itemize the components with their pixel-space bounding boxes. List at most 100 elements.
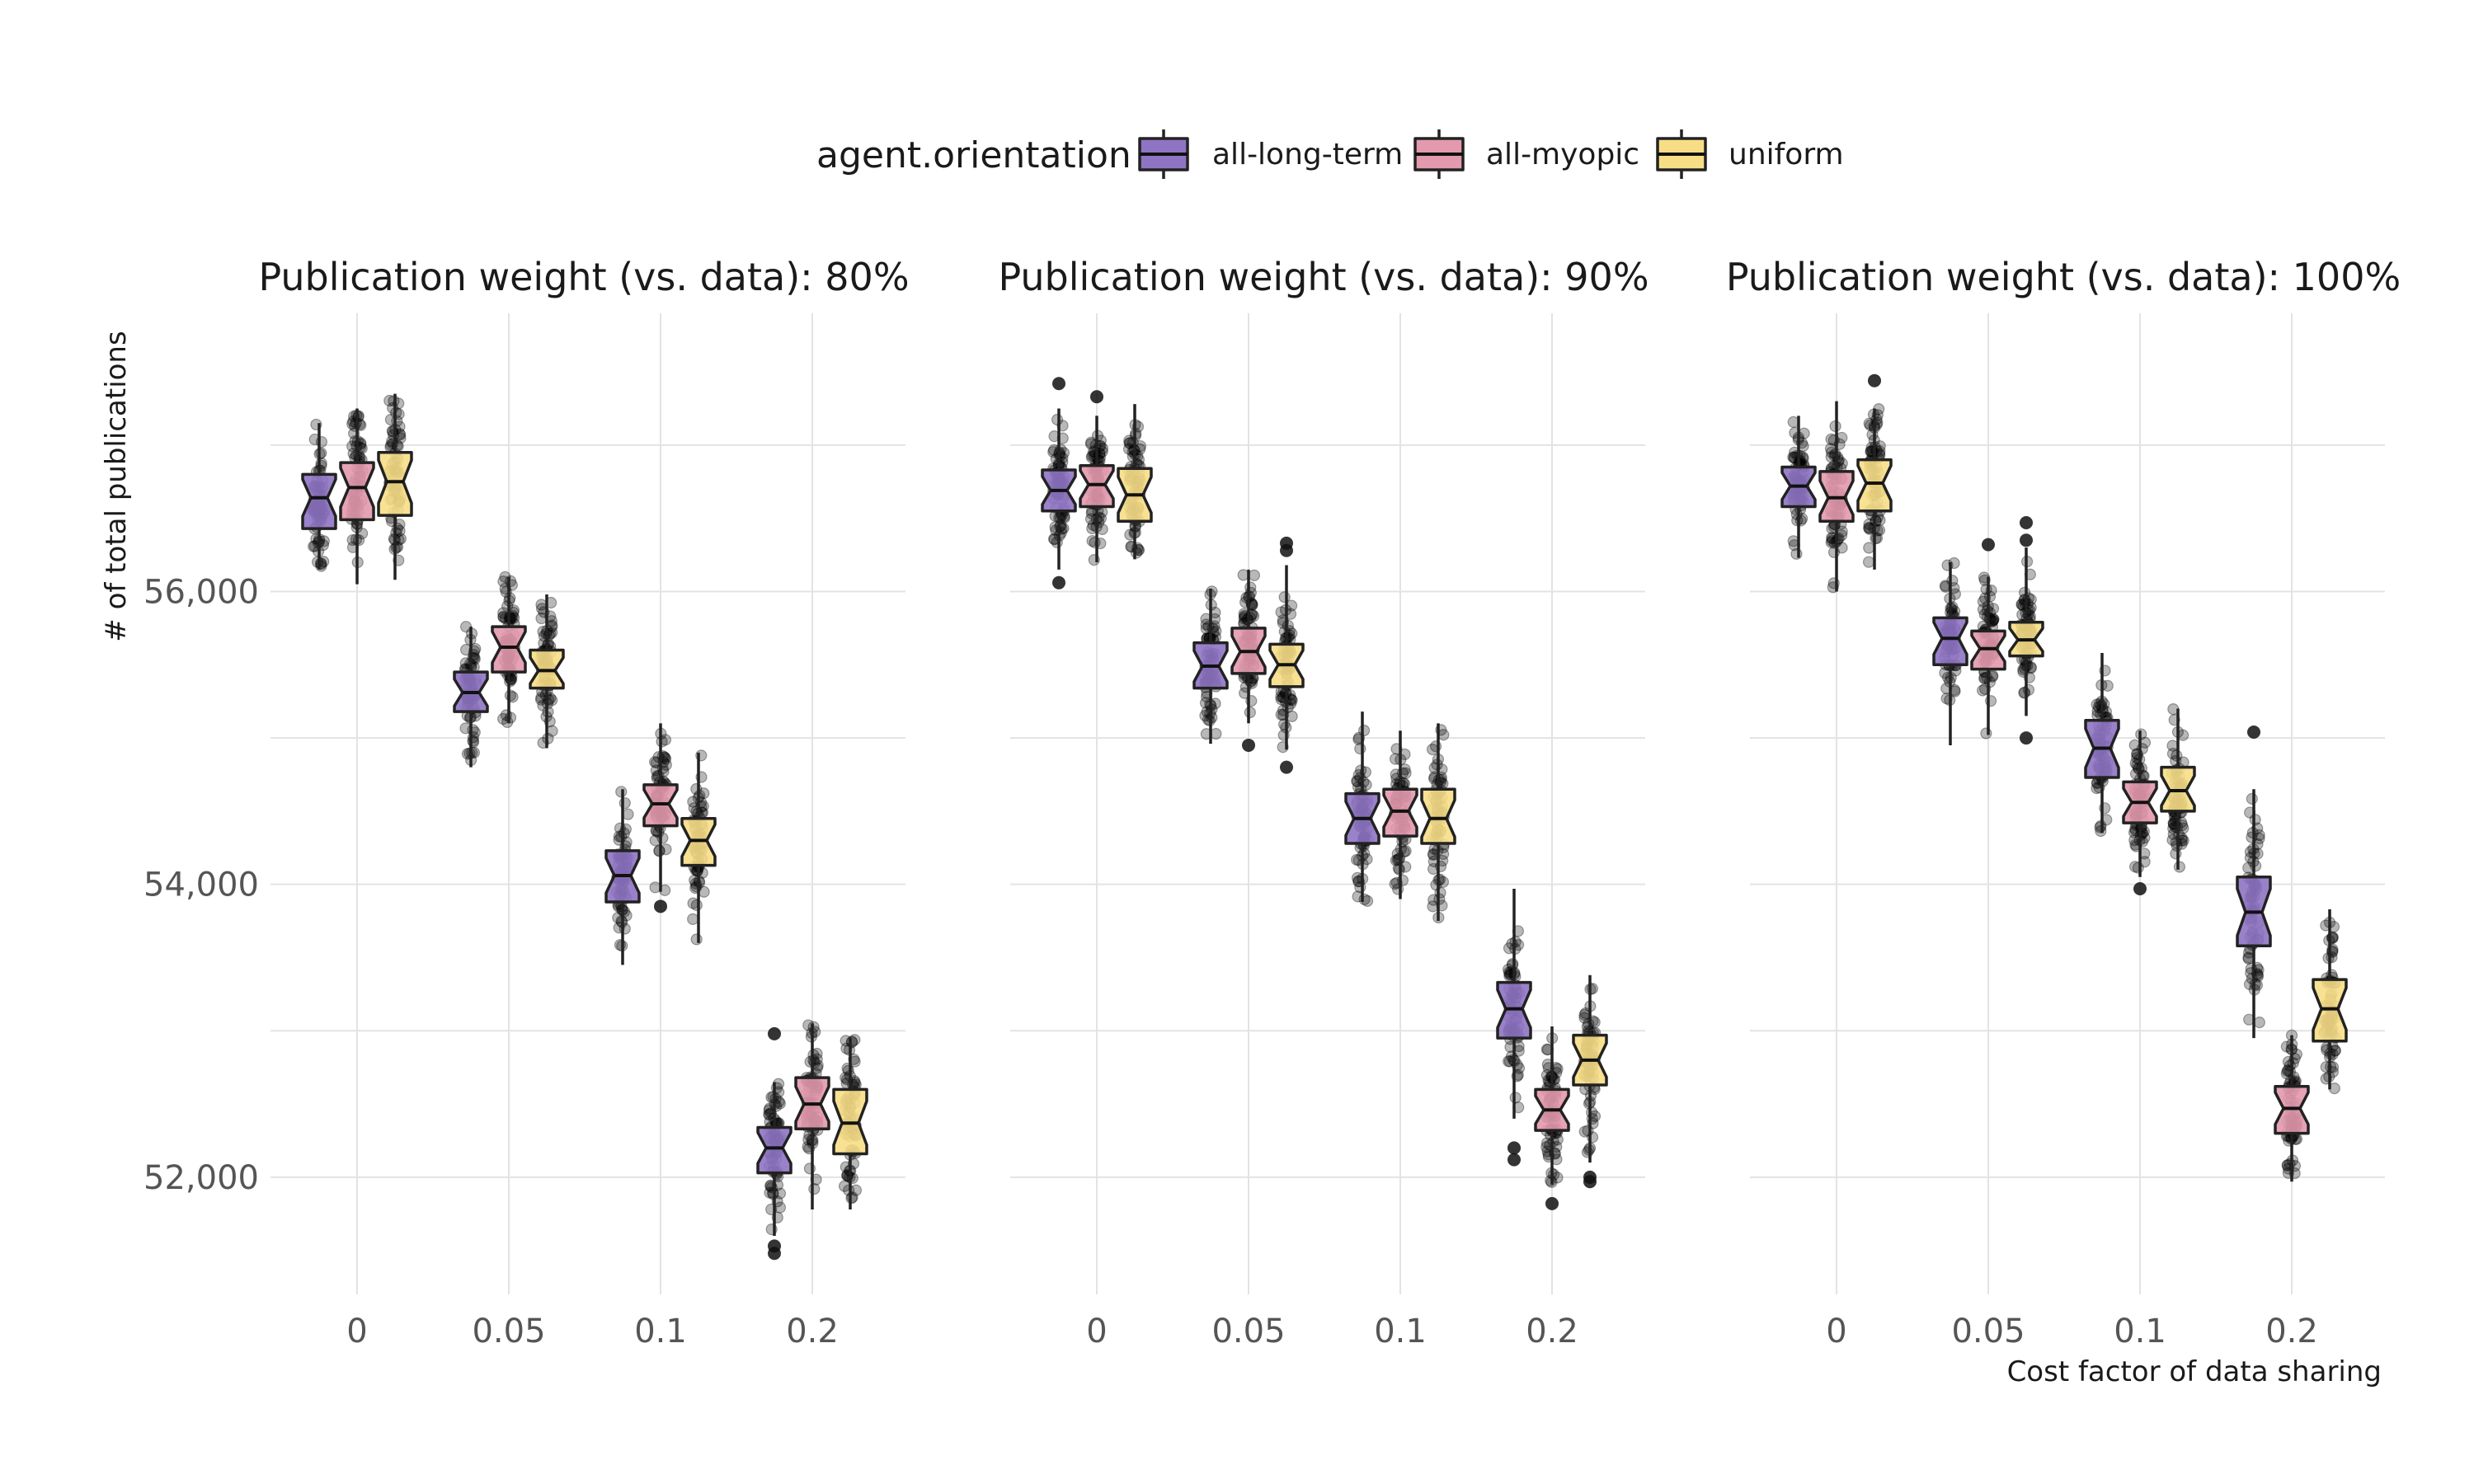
jitter-point <box>312 556 324 568</box>
box-group-all-myopic-0 <box>339 408 375 585</box>
box-group-uniform-0.1 <box>1420 723 1456 924</box>
jitter-point <box>501 716 514 729</box>
outlier-point <box>1982 538 1995 552</box>
jitter-point <box>649 881 661 894</box>
outlier-point <box>1242 738 1255 752</box>
box-all-long-term <box>1932 616 1968 667</box>
box-all-long-term <box>301 472 337 530</box>
jitter-point <box>808 1183 821 1195</box>
box-uniform <box>1856 458 1893 513</box>
legend-title: agent.orientation <box>816 134 1131 176</box>
box-group-all-long-term-0.1 <box>604 786 641 965</box>
facet-title: Publication weight (vs. data): 90% <box>998 255 1649 299</box>
jitter-point <box>1790 508 1803 520</box>
outlier-point <box>1507 1153 1521 1167</box>
jitter-point <box>1210 727 1222 740</box>
jitter-point <box>2136 743 2148 755</box>
box-group-all-long-term-0 <box>301 418 337 572</box>
legend-label: all-long-term <box>1212 138 1403 171</box>
x-tick-label: 0 <box>346 1313 367 1350</box>
jitter-point <box>2246 831 2258 843</box>
jitter-point <box>1870 419 1883 431</box>
jitter-point <box>391 439 403 452</box>
jitter-point <box>1980 727 1992 740</box>
x-tick-label: 0 <box>1086 1313 1107 1350</box>
jitter-point <box>622 808 634 820</box>
jitter-point <box>1358 893 1371 905</box>
x-tick-label: 0.05 <box>1951 1313 2025 1350</box>
legend-label: all-myopic <box>1486 138 1639 171</box>
jitter-point <box>546 725 558 737</box>
x-tick-label: 0.2 <box>2265 1313 2318 1350</box>
y-tick-label: 54,000 <box>143 866 259 904</box>
outlier-point <box>1090 390 1103 404</box>
box-group-all-long-term-0.2 <box>1496 889 1532 1167</box>
jitter-point <box>2091 782 2103 795</box>
jitter-point <box>1282 619 1294 632</box>
facet-panel-2: Publication weight (vs. data): 90% 0 0.05 0… <box>998 255 1649 1350</box>
legend-entry-all-long-term: all-long-term <box>1138 129 1403 179</box>
box-group-all-long-term-0.2 <box>2236 725 2272 1039</box>
jitter-point <box>1862 556 1875 568</box>
box-group-uniform-0 <box>1856 373 1893 570</box>
box-group-all-long-term-0.2 <box>756 1026 793 1261</box>
box-all-myopic <box>491 625 527 674</box>
jitter-point <box>2128 826 2141 838</box>
legend-entry-all-myopic: all-myopic <box>1413 129 1639 179</box>
box-group-all-myopic-0.2 <box>794 1019 830 1209</box>
legend-entry-uniform: uniform <box>1656 129 1844 179</box>
box-group-all-myopic-0.1 <box>1382 730 1418 899</box>
legend-label: uniform <box>1729 138 1844 171</box>
box-uniform <box>377 450 413 517</box>
x-tick-label: 0.2 <box>1526 1313 1578 1350</box>
jitter-point <box>2173 861 2186 873</box>
jitter-point <box>2166 740 2179 752</box>
jitter-point <box>535 612 548 625</box>
facet-panel-3: Publication weight (vs. data): 100% 0 0.05… <box>1726 255 2401 1350</box>
jitter-point <box>1862 522 1875 534</box>
outlier-point <box>1280 760 1293 774</box>
jitter-point <box>1237 569 1249 581</box>
jitter-point <box>2170 848 2182 860</box>
outlier-point <box>1280 536 1293 550</box>
jitter-point <box>1980 583 1992 595</box>
box-group-all-myopic-0.2 <box>1534 1026 1570 1210</box>
outlier-point <box>1507 1141 1521 1155</box>
jitter-point <box>1939 667 1951 679</box>
facets: Publication weight (vs. data): 80% 52,000… <box>143 255 2401 1350</box>
jitter-point <box>1863 542 1875 554</box>
box-group-all-myopic-0 <box>1079 390 1115 566</box>
jitter-point <box>1051 413 1064 426</box>
outlier-point <box>2020 731 2033 745</box>
jitter-point <box>1434 886 1446 899</box>
box-group-all-long-term-0 <box>1041 377 1077 589</box>
jitter-point <box>690 899 703 912</box>
x-tick-label: 0.1 <box>2114 1313 2166 1350</box>
jitter-point <box>1351 853 1363 866</box>
y-axis-label: # of total publications <box>100 331 133 641</box>
box-group-all-long-term-0.1 <box>2084 653 2120 838</box>
jitter-point <box>1244 581 1257 594</box>
outlier-point <box>768 1026 781 1040</box>
jitter-point <box>843 1184 855 1196</box>
jitter-point <box>1210 625 1222 637</box>
box-group-uniform-0.05 <box>2008 515 2044 745</box>
box-group-all-myopic-0.05 <box>1230 569 1267 752</box>
jitter-point <box>1866 429 1879 441</box>
y-tick-label: 56,000 <box>143 573 259 611</box>
jitter-point <box>1248 569 1261 581</box>
facet-panel-1: Publication weight (vs. data): 80% 52,000… <box>143 255 910 1350</box>
box-group-uniform-0.2 <box>832 1034 868 1209</box>
jitter-point <box>2019 686 2031 699</box>
box-group-uniform-0.05 <box>529 594 565 749</box>
box-group-all-myopic-0.2 <box>2274 1029 2310 1182</box>
box-group-uniform-0.1 <box>680 749 717 946</box>
jitter-point <box>1357 724 1371 737</box>
outlier-point <box>768 1239 781 1253</box>
legend-entries: all-long-term all-myopic uniform <box>1138 129 1844 179</box>
box-group-all-myopic-0.1 <box>2122 728 2158 896</box>
box-group-uniform-0.2 <box>2312 909 2348 1095</box>
facet-title: Publication weight (vs. data): 100% <box>1726 255 2401 299</box>
box-group-all-myopic-0.05 <box>1970 538 2006 740</box>
